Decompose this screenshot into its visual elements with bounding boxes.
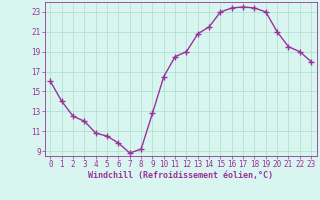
X-axis label: Windchill (Refroidissement éolien,°C): Windchill (Refroidissement éolien,°C) [88, 171, 273, 180]
